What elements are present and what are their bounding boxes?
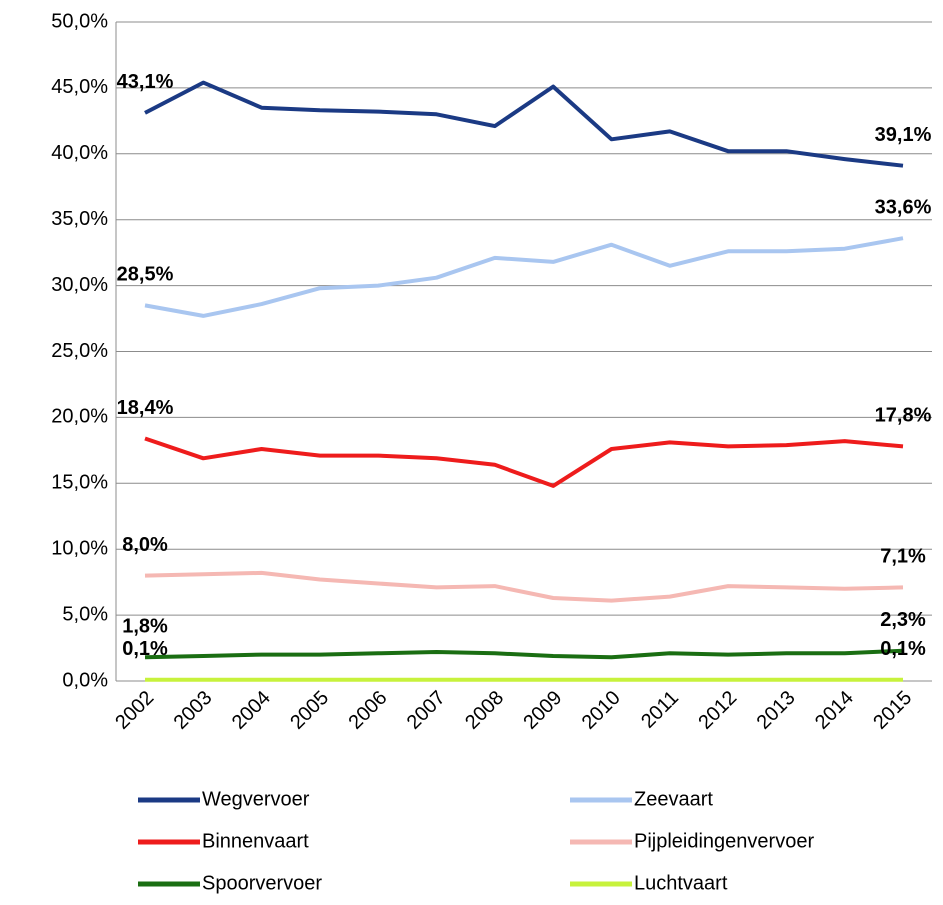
data-label: 1,8% xyxy=(122,616,168,638)
data-label: 2,3% xyxy=(880,609,926,631)
series-line xyxy=(144,648,904,660)
legend-label: Binnenvaart xyxy=(202,830,309,852)
y-tick-label: 40,0% xyxy=(51,142,108,164)
x-tick-label: 2015 xyxy=(869,687,916,734)
x-tick-label: 2014 xyxy=(811,687,858,734)
y-tick-label: 0,0% xyxy=(62,669,108,691)
data-label: 18,4% xyxy=(117,397,174,419)
x-tick-label: 2012 xyxy=(694,687,741,734)
legend-label: Zeevaart xyxy=(634,788,713,810)
x-tick-label: 2003 xyxy=(170,687,217,734)
legend-label: Wegvervoer xyxy=(202,788,310,810)
y-tick-label: 20,0% xyxy=(51,406,108,428)
legend-label: Pijpleidingenvervoer xyxy=(634,830,814,852)
y-tick-label: 50,0% xyxy=(51,10,108,32)
y-tick-label: 10,0% xyxy=(51,537,108,559)
data-label: 7,1% xyxy=(880,546,926,568)
x-tick-label: 2011 xyxy=(637,687,683,733)
data-label: 8,0% xyxy=(122,534,168,556)
y-tick-label: 25,0% xyxy=(51,340,108,362)
data-label: 0,1% xyxy=(122,638,168,660)
series-line xyxy=(144,436,904,488)
series-line xyxy=(144,236,904,318)
x-tick-label: 2004 xyxy=(228,687,275,734)
x-tick-label: 2002 xyxy=(111,687,158,734)
data-label: 33,6% xyxy=(875,196,932,218)
y-tick-label: 15,0% xyxy=(51,472,108,494)
x-tick-label: 2008 xyxy=(461,687,508,734)
y-tick-label: 5,0% xyxy=(62,603,108,625)
data-label: 17,8% xyxy=(875,405,932,427)
data-label: 0,1% xyxy=(880,638,926,660)
legend-label: Spoorvervoer xyxy=(202,872,322,894)
series-line xyxy=(144,80,904,168)
x-tick-label: 2007 xyxy=(403,687,450,734)
legend-label: Luchtvaart xyxy=(634,872,728,894)
data-label: 39,1% xyxy=(875,124,932,146)
data-label: 43,1% xyxy=(117,71,174,93)
x-tick-label: 2009 xyxy=(519,687,566,734)
x-tick-label: 2013 xyxy=(753,687,800,734)
x-tick-label: 2006 xyxy=(344,687,391,734)
y-tick-label: 35,0% xyxy=(51,208,108,230)
y-tick-label: 45,0% xyxy=(51,76,108,98)
y-tick-label: 30,0% xyxy=(51,274,108,296)
data-label: 28,5% xyxy=(117,264,174,286)
series-line xyxy=(144,570,904,603)
x-tick-label: 2005 xyxy=(286,687,333,734)
x-tick-label: 2010 xyxy=(578,687,625,734)
